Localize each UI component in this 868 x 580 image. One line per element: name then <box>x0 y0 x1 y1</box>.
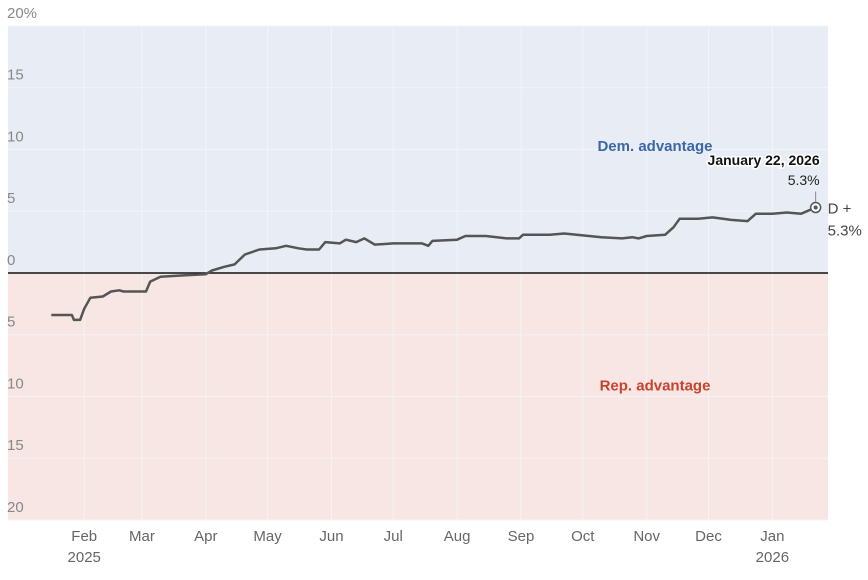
x-tick-label: Mar <box>129 528 155 545</box>
x-tick-label: Apr <box>194 528 217 545</box>
y-tick-label: 20 <box>7 499 24 516</box>
y-tick-label: 0 <box>7 252 15 269</box>
y-tick-label: 20% <box>7 5 37 22</box>
last-date-label: January 22, 2026 <box>708 152 820 168</box>
x-tick-label: Feb <box>71 528 97 545</box>
data-line <box>51 206 817 322</box>
end-prefix: D + <box>828 201 852 218</box>
y-tick-label: 10 <box>7 128 24 145</box>
x-tick-label: Sep <box>508 528 535 545</box>
x-tick-year: 2026 <box>756 549 789 566</box>
end-value-label: 5.3% <box>828 223 862 240</box>
x-tick-label: Dec <box>695 528 722 545</box>
y-tick-label: 15 <box>7 67 24 84</box>
x-tick-year: 2025 <box>68 549 101 566</box>
x-tick-label: Nov <box>633 528 660 545</box>
x-tick-label: Jan <box>760 528 784 545</box>
x-tick-label: Aug <box>444 528 471 545</box>
y-tick-label: 5 <box>7 314 15 331</box>
x-tick-label: May <box>253 528 282 545</box>
y-tick-label: 10 <box>7 375 24 392</box>
x-tick-label: Oct <box>571 528 595 545</box>
positive-label: Dem. advantage <box>597 138 712 155</box>
x-tick-label: Jun <box>319 528 343 545</box>
negative-label: Rep. advantage <box>600 378 711 395</box>
y-tick-label: 15 <box>7 437 24 454</box>
last-value-label: 5.3% <box>788 172 820 188</box>
last-point-dot <box>813 205 818 210</box>
x-tick-label: Jul <box>384 528 403 545</box>
y-tick-label: 5 <box>7 190 15 207</box>
